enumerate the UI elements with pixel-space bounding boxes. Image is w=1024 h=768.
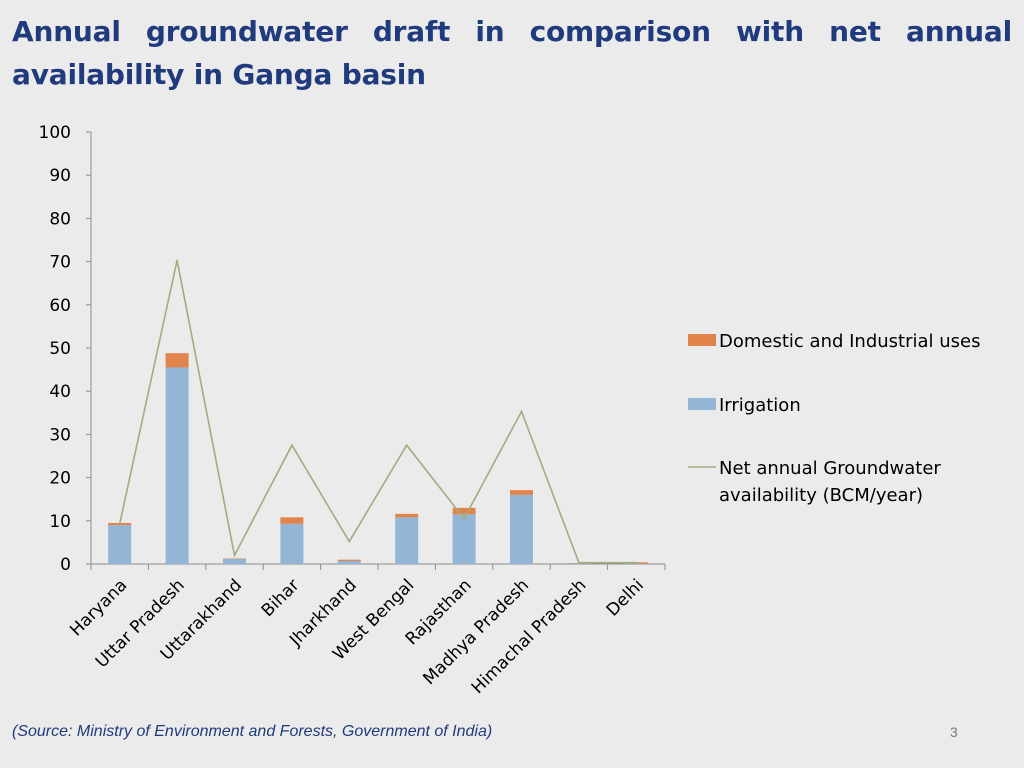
bar-irrigation-0 bbox=[108, 525, 132, 564]
legend-swatch bbox=[688, 398, 716, 410]
page-number: 3 bbox=[950, 724, 958, 740]
line-point-5 bbox=[405, 444, 408, 447]
y-tick-label: 0 bbox=[60, 555, 71, 575]
bar-domestic-and-industrial-uses-4 bbox=[337, 559, 361, 561]
bar-irrigation-2 bbox=[223, 558, 246, 564]
slide-title: Annual groundwater draft in comparison w… bbox=[12, 15, 1012, 91]
chart-bars bbox=[108, 353, 648, 564]
line-point-3 bbox=[291, 444, 293, 447]
line-net-availability bbox=[118, 260, 637, 564]
bar-domestic-and-industrial-uses-3 bbox=[280, 517, 304, 524]
line-point-9 bbox=[635, 561, 638, 564]
bar-irrigation-3 bbox=[280, 523, 304, 564]
y-tick-label: 30 bbox=[49, 425, 71, 445]
y-tick-label: 80 bbox=[49, 209, 71, 229]
x-category-label: Madhya Pradesh bbox=[419, 575, 533, 689]
line-point-7 bbox=[520, 410, 523, 413]
bar-irrigation-6 bbox=[452, 514, 476, 564]
y-tick-label: 40 bbox=[49, 382, 71, 402]
y-tick-label: 50 bbox=[49, 339, 71, 359]
y-tick-label: 70 bbox=[49, 253, 71, 273]
bar-irrigation-1 bbox=[165, 367, 189, 564]
chart-tick-labels: 0 10 20 30 40 50 60 70 80 90 100 bbox=[39, 123, 71, 575]
bar-irrigation-5 bbox=[395, 517, 419, 564]
legend-label: Net annual Groundwater availability (BCM/… bbox=[719, 458, 941, 506]
bar-domestic-and-industrial-uses-6 bbox=[452, 507, 476, 515]
bar-irrigation-4 bbox=[337, 560, 361, 564]
line-point-8 bbox=[578, 561, 580, 564]
y-tick-label: 20 bbox=[49, 469, 71, 489]
line-point-2 bbox=[233, 554, 236, 557]
line-point-1 bbox=[176, 259, 178, 262]
bar-domestic-and-industrial-uses-5 bbox=[395, 513, 419, 518]
y-tick-label: 90 bbox=[49, 166, 71, 186]
y-tick-label: 100 bbox=[39, 123, 71, 143]
legend-label: Irrigation bbox=[719, 395, 801, 416]
x-category-label: Bihar bbox=[258, 575, 304, 621]
line-point-4 bbox=[348, 540, 351, 543]
y-tick-label: 60 bbox=[49, 296, 71, 316]
legend-swatch bbox=[688, 334, 716, 346]
bar-irrigation-7 bbox=[510, 494, 533, 564]
source-note: (Source: Ministry of Environment and For… bbox=[12, 723, 493, 740]
chart-legend: Domestic and Industrial uses Irrigation Ne… bbox=[688, 331, 981, 506]
bar-domestic-and-industrial-uses-7 bbox=[510, 490, 533, 495]
y-tick-label: 10 bbox=[49, 512, 71, 532]
x-category-label: Himachal Pradesh bbox=[468, 575, 591, 698]
line-point-0 bbox=[118, 523, 121, 525]
line-point-6 bbox=[463, 517, 465, 520]
bar-domestic-and-industrial-uses-1 bbox=[165, 353, 189, 368]
chart-line bbox=[118, 259, 638, 564]
legend-label: Domestic and Industrial uses bbox=[719, 331, 981, 352]
x-category-label: Delhi bbox=[603, 575, 648, 620]
